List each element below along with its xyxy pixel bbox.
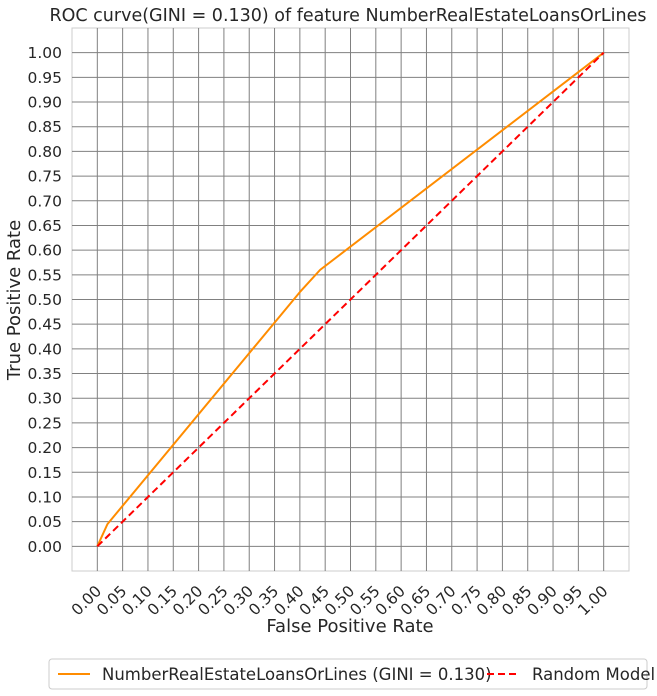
y-tick-label: 0.50 [27, 291, 62, 309]
y-tick-label: 0.60 [27, 242, 62, 260]
y-tick-label: 0.80 [27, 143, 62, 161]
legend-label-series-2: Random Model [532, 665, 655, 684]
y-tick-labels: 0.00 0.05 0.10 0.15 0.20 0.25 0.30 0.35 0.40 0.45… [27, 44, 62, 556]
y-tick-label: 1.00 [27, 44, 62, 62]
y-tick-label: 0.30 [27, 390, 62, 408]
y-tick-label: 0.35 [27, 365, 62, 383]
series-line-1 [96, 51, 605, 547]
y-tick-label: 0.25 [27, 414, 62, 432]
y-tick-label: 0.10 [27, 488, 62, 506]
y-tick-label: 0.00 [27, 538, 62, 556]
y-axis-label: True Positive Rate [4, 220, 25, 381]
y-tick-label: 0.05 [27, 513, 62, 531]
legend-label-series-1: NumberRealEstateLoansOrLines (GINI = 0.1… [102, 665, 492, 684]
y-tick-label: 0.40 [27, 340, 62, 358]
series-line-2 [96, 51, 605, 548]
x-axis-label: False Positive Rate [266, 616, 433, 637]
y-tick-label: 0.55 [27, 266, 62, 284]
y-tick-label: 0.70 [27, 192, 62, 210]
y-tick-label: 0.65 [27, 217, 62, 235]
y-tick-label: 0.90 [27, 94, 62, 112]
legend-box [48, 658, 648, 690]
y-tick-label: 0.85 [27, 118, 62, 136]
grid-lines [72, 28, 629, 571]
y-tick-label: 0.95 [27, 69, 62, 87]
y-tick-label: 0.15 [27, 464, 62, 482]
series-lines [96, 51, 605, 548]
y-tick-label: 0.45 [27, 316, 62, 334]
x-tick-labels: 0.000.050.100.150.200.250.300.350.400.45… [68, 582, 611, 619]
x-tick-label: 1.00 [574, 582, 611, 619]
y-tick-label: 0.75 [27, 168, 62, 186]
legend: NumberRealEstateLoansOrLines (GINI = 0.1… [48, 658, 655, 690]
chart-title: ROC curve(GINI = 0.130) of feature Numbe… [49, 6, 646, 26]
y-tick-label: 0.20 [27, 439, 62, 457]
